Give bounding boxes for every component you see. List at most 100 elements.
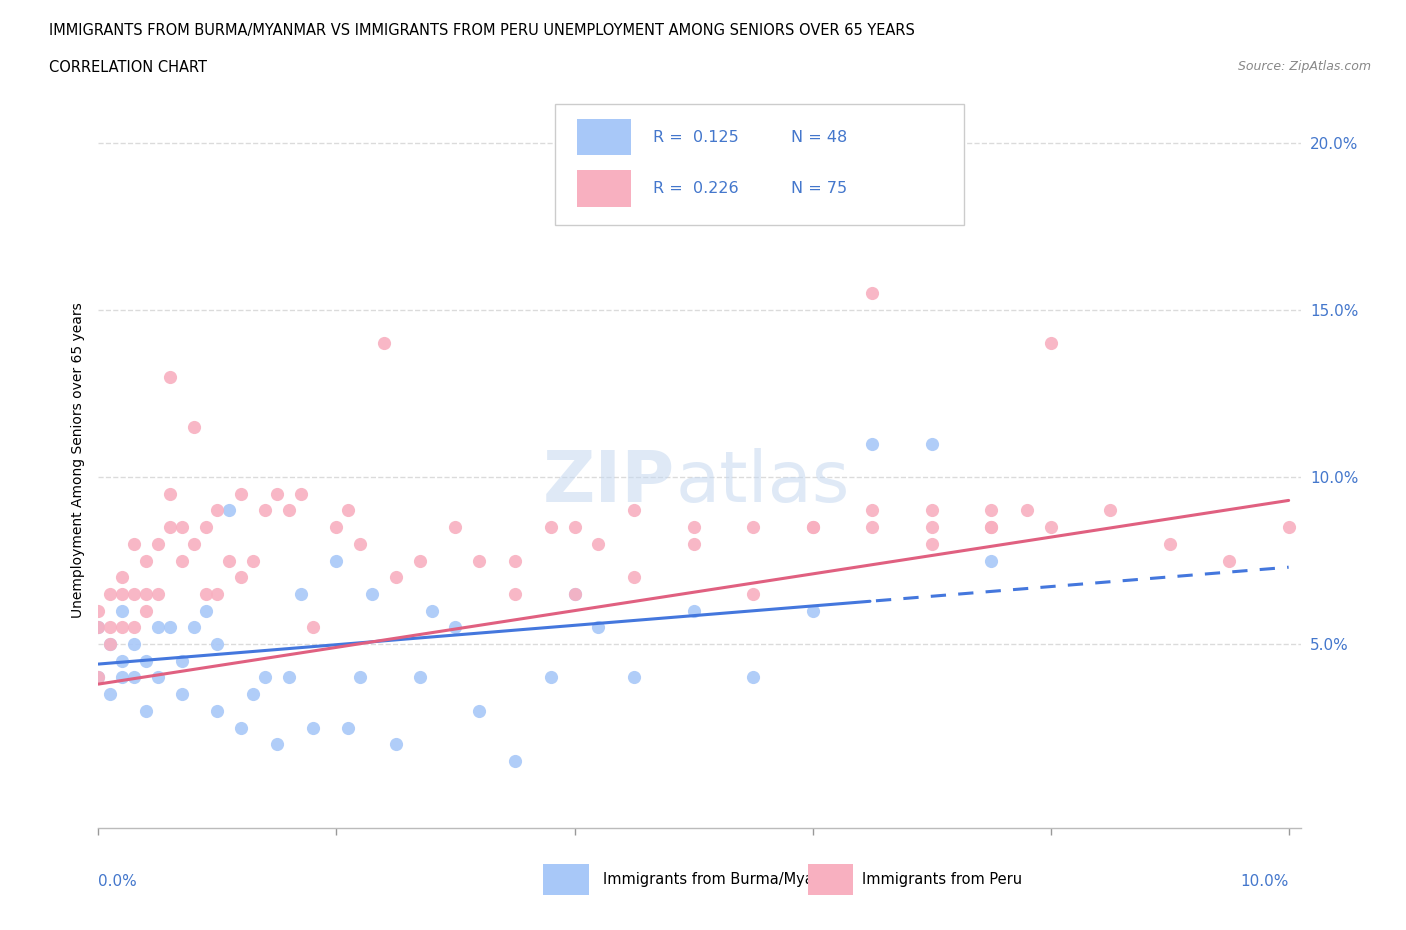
Point	[409, 670, 432, 684]
Point	[801, 520, 824, 535]
Point	[1099, 503, 1122, 518]
Point	[207, 637, 229, 652]
Point	[183, 620, 205, 635]
Point	[682, 537, 704, 551]
Point	[921, 503, 943, 518]
Point	[170, 686, 193, 701]
Point	[159, 620, 181, 635]
Point	[503, 587, 526, 602]
Point	[135, 553, 157, 568]
Text: 0.0%: 0.0%	[98, 874, 138, 889]
Point	[146, 587, 169, 602]
Point	[1039, 520, 1062, 535]
Point	[218, 553, 240, 568]
Point	[183, 537, 205, 551]
Point	[98, 637, 121, 652]
Point	[111, 670, 134, 684]
Point	[194, 520, 217, 535]
Point	[218, 503, 240, 518]
Point	[277, 670, 299, 684]
Point	[540, 520, 562, 535]
Point	[266, 737, 288, 751]
Point	[87, 670, 110, 684]
Point	[301, 720, 323, 735]
Point	[277, 503, 299, 518]
Point	[87, 620, 110, 635]
Text: R =  0.125: R = 0.125	[652, 129, 738, 144]
Point	[468, 553, 491, 568]
Point	[742, 520, 765, 535]
Point	[207, 587, 229, 602]
Point	[111, 620, 134, 635]
Text: Source: ZipAtlas.com: Source: ZipAtlas.com	[1237, 60, 1371, 73]
Point	[170, 553, 193, 568]
Point	[111, 587, 134, 602]
Point	[1015, 503, 1038, 518]
Point	[301, 620, 323, 635]
Point	[682, 604, 704, 618]
Text: Immigrants from Burma/Myanmar: Immigrants from Burma/Myanmar	[603, 871, 853, 886]
Point	[290, 587, 312, 602]
Point	[860, 436, 883, 451]
Point	[588, 537, 610, 551]
Point	[98, 686, 121, 701]
Point	[170, 653, 193, 668]
Text: Immigrants from Peru: Immigrants from Peru	[862, 871, 1022, 886]
Point	[921, 436, 943, 451]
Point	[980, 553, 1002, 568]
Point	[146, 620, 169, 635]
Point	[801, 604, 824, 618]
Point	[801, 520, 824, 535]
Point	[921, 537, 943, 551]
Point	[122, 537, 145, 551]
Point	[564, 520, 586, 535]
Point	[1218, 553, 1240, 568]
Text: atlas: atlas	[675, 448, 849, 517]
Point	[242, 553, 264, 568]
Point	[742, 670, 765, 684]
Point	[409, 553, 432, 568]
Point	[361, 587, 384, 602]
Point	[420, 604, 443, 618]
Point	[122, 637, 145, 652]
Point	[337, 720, 360, 735]
Point	[111, 653, 134, 668]
Point	[135, 703, 157, 718]
Point	[325, 520, 347, 535]
Point	[349, 537, 371, 551]
Point	[183, 419, 205, 434]
Point	[503, 753, 526, 768]
Point	[231, 570, 253, 585]
Point	[87, 620, 110, 635]
Point	[207, 503, 229, 518]
Point	[254, 670, 277, 684]
Point	[860, 286, 883, 300]
Point	[266, 486, 288, 501]
Point	[444, 520, 467, 535]
Point	[254, 503, 277, 518]
Point	[231, 720, 253, 735]
Point	[194, 587, 217, 602]
Point	[860, 503, 883, 518]
Point	[921, 520, 943, 535]
Point	[122, 620, 145, 635]
Point	[623, 570, 645, 585]
Text: N = 48: N = 48	[790, 129, 846, 144]
Point	[159, 486, 181, 501]
Point	[135, 604, 157, 618]
Point	[122, 587, 145, 602]
Point	[385, 737, 408, 751]
Point	[540, 670, 562, 684]
Point	[135, 653, 157, 668]
Point	[87, 670, 110, 684]
Point	[146, 537, 169, 551]
Point	[135, 587, 157, 602]
Point	[564, 587, 586, 602]
Point	[468, 703, 491, 718]
Bar	[576, 170, 631, 206]
Text: CORRELATION CHART: CORRELATION CHART	[49, 60, 207, 75]
Bar	[807, 865, 853, 896]
Point	[111, 570, 134, 585]
Text: IMMIGRANTS FROM BURMA/MYANMAR VS IMMIGRANTS FROM PERU UNEMPLOYMENT AMONG SENIORS: IMMIGRANTS FROM BURMA/MYANMAR VS IMMIGRA…	[49, 23, 915, 38]
Point	[290, 486, 312, 501]
